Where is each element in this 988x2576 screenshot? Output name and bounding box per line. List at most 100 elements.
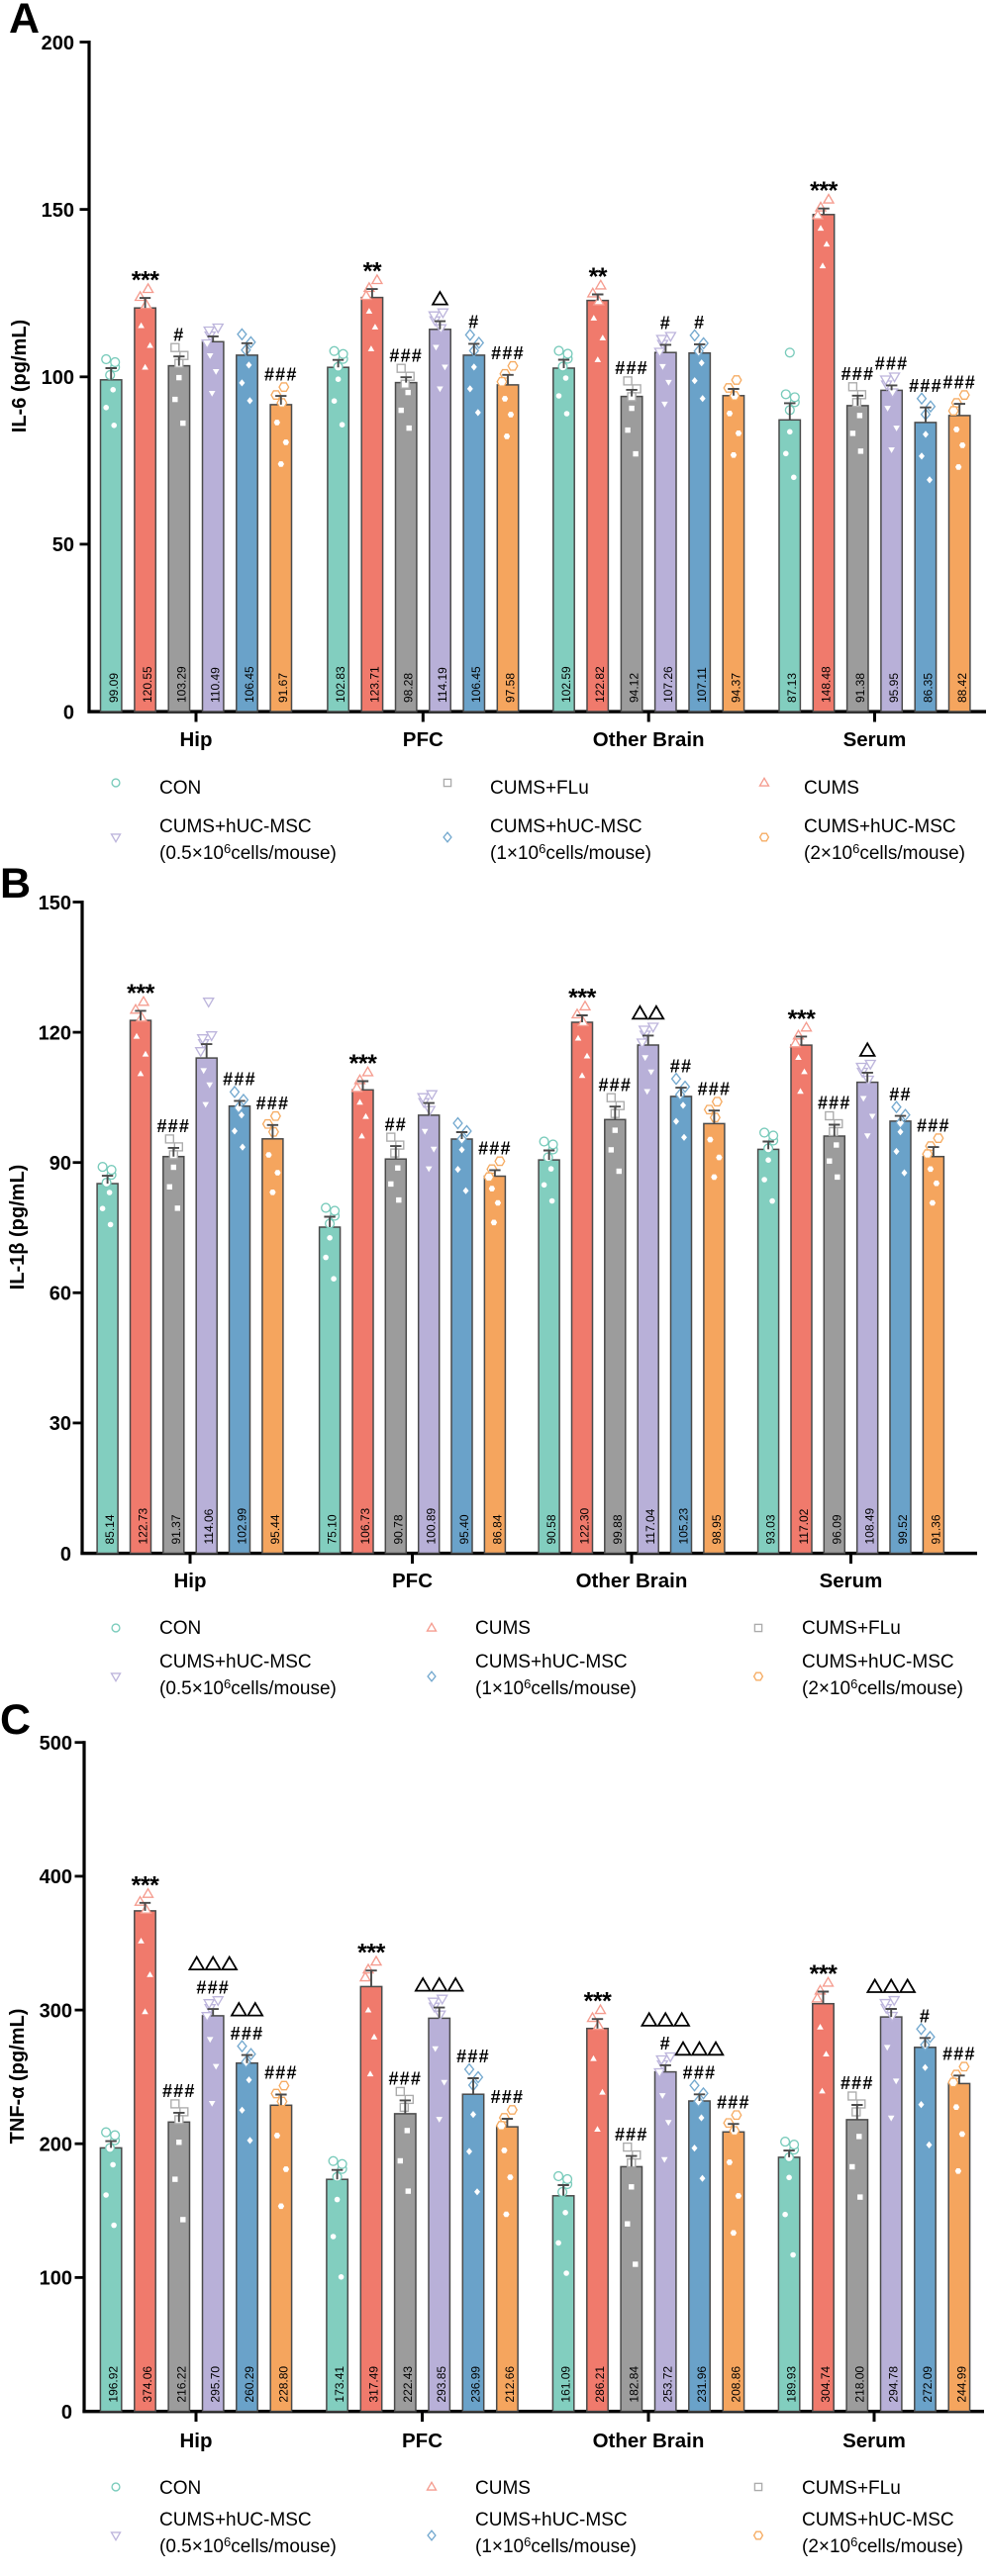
svg-text:86.84: 86.84 xyxy=(490,1514,504,1544)
svg-text:30: 30 xyxy=(49,1413,71,1435)
svg-text:100.89: 100.89 xyxy=(425,1507,439,1544)
svg-text:CON: CON xyxy=(159,778,201,799)
svg-text:###: ### xyxy=(909,376,942,396)
svg-text:***: *** xyxy=(357,1940,385,1967)
svg-text:###: ### xyxy=(264,364,298,384)
svg-text:50: 50 xyxy=(52,534,74,556)
svg-text:CON: CON xyxy=(159,2478,201,2499)
svg-text:CUMS+hUC-MSC: CUMS+hUC-MSC xyxy=(159,816,312,837)
svg-text:105.23: 105.23 xyxy=(677,1507,691,1544)
svg-text:###: ### xyxy=(491,2087,525,2107)
svg-text:##: ## xyxy=(670,1056,692,1076)
svg-text:98.28: 98.28 xyxy=(402,673,416,703)
svg-text:212.66: 212.66 xyxy=(503,2366,517,2403)
svg-text:CUMS+hUC-MSC: CUMS+hUC-MSC xyxy=(159,1652,312,1672)
svg-text:###: ### xyxy=(389,345,423,365)
svg-text:173.41: 173.41 xyxy=(333,2366,346,2403)
svg-text:317.49: 317.49 xyxy=(367,2366,381,2403)
svg-text:CUMS+FLu: CUMS+FLu xyxy=(802,2478,901,2499)
svg-text:94.12: 94.12 xyxy=(628,673,642,703)
svg-text:Hip: Hip xyxy=(179,2430,212,2452)
svg-text:253.72: 253.72 xyxy=(661,2366,675,2403)
svg-text:293.85: 293.85 xyxy=(435,2366,448,2403)
svg-text:***: *** xyxy=(810,1960,838,1988)
svg-text:###: ### xyxy=(491,343,525,363)
svg-text:98.95: 98.95 xyxy=(710,1514,724,1544)
svg-text:***: *** xyxy=(788,1005,816,1033)
svg-text:294.78: 294.78 xyxy=(887,2366,901,2403)
svg-text:122.30: 122.30 xyxy=(578,1507,592,1544)
svg-text:216.22: 216.22 xyxy=(174,2366,188,2403)
svg-text:CUMS: CUMS xyxy=(475,2478,531,2499)
svg-text:0: 0 xyxy=(63,702,74,723)
svg-text:260.29: 260.29 xyxy=(243,2366,256,2403)
svg-text:###: ### xyxy=(162,2081,196,2101)
svg-text:IL-6 (pg/mL): IL-6 (pg/mL) xyxy=(9,320,31,432)
svg-text:272.09: 272.09 xyxy=(921,2366,935,2403)
svg-text:218.00: 218.00 xyxy=(852,2366,866,2403)
svg-text:###: ### xyxy=(231,2024,264,2044)
svg-text:Hip: Hip xyxy=(173,1570,206,1592)
svg-text:###: ### xyxy=(223,1070,256,1090)
svg-text:#: # xyxy=(660,314,671,334)
svg-text:150: 150 xyxy=(39,893,71,914)
svg-text:###: ### xyxy=(478,1139,512,1159)
svg-text:CUMS+hUC-MSC: CUMS+hUC-MSC xyxy=(804,816,956,837)
svg-text:#: # xyxy=(173,325,184,344)
svg-text:90.58: 90.58 xyxy=(544,1514,558,1544)
svg-text:(2×106cells/mouse): (2×106cells/mouse) xyxy=(802,2534,963,2557)
svg-text:91.67: 91.67 xyxy=(276,673,290,703)
svg-text:###: ### xyxy=(196,1977,230,1997)
svg-text:###: ### xyxy=(264,2063,298,2083)
svg-text:107.26: 107.26 xyxy=(661,666,675,703)
svg-text:120: 120 xyxy=(39,1022,71,1044)
svg-text:99.52: 99.52 xyxy=(896,1514,910,1544)
svg-text:C: C xyxy=(0,1696,31,1744)
svg-text:###: ### xyxy=(598,1075,632,1095)
svg-text:93.03: 93.03 xyxy=(764,1514,778,1544)
svg-text:###: ### xyxy=(840,2073,874,2093)
svg-text:(0.5×106cells/mouse): (0.5×106cells/mouse) xyxy=(159,841,337,864)
svg-text:**: ** xyxy=(589,263,608,291)
svg-text:300: 300 xyxy=(40,2000,72,2022)
svg-text:102.59: 102.59 xyxy=(559,666,573,703)
svg-text:200: 200 xyxy=(42,33,74,54)
svg-text:###: ### xyxy=(917,1115,950,1135)
svg-text:95.40: 95.40 xyxy=(457,1514,471,1544)
svg-text:###: ### xyxy=(256,1094,290,1113)
svg-text:##: ## xyxy=(385,1114,407,1134)
svg-text:##: ## xyxy=(889,1085,911,1104)
svg-text:###: ### xyxy=(698,1079,732,1098)
svg-text:CUMS+hUC-MSC: CUMS+hUC-MSC xyxy=(802,1652,954,1672)
svg-text:Serum: Serum xyxy=(843,728,907,751)
svg-text:95.44: 95.44 xyxy=(268,1514,282,1544)
svg-text:91.37: 91.37 xyxy=(169,1514,183,1544)
svg-text:CUMS+hUC-MSC: CUMS+hUC-MSC xyxy=(802,2510,954,2530)
svg-text:***: *** xyxy=(568,985,596,1012)
svg-text:###: ### xyxy=(615,2125,648,2145)
svg-text:###: ### xyxy=(388,2069,422,2089)
svg-text:(0.5×106cells/mouse): (0.5×106cells/mouse) xyxy=(159,2534,337,2557)
svg-text:400: 400 xyxy=(40,1866,72,1888)
svg-text:###: ### xyxy=(456,2047,490,2066)
svg-text:#: # xyxy=(660,2034,671,2053)
svg-text:97.58: 97.58 xyxy=(504,673,518,703)
svg-text:196.92: 196.92 xyxy=(107,2366,121,2403)
svg-text:500: 500 xyxy=(40,1733,72,1755)
svg-text:286.21: 286.21 xyxy=(593,2366,607,2403)
svg-text:Hip: Hip xyxy=(179,728,212,751)
svg-text:IL-1β (pg/mL): IL-1β (pg/mL) xyxy=(7,1165,29,1290)
svg-text:###: ### xyxy=(841,364,875,384)
svg-text:(2×106cells/mouse): (2×106cells/mouse) xyxy=(804,841,965,864)
svg-text:0: 0 xyxy=(60,1544,71,1566)
svg-text:(0.5×106cells/mouse): (0.5×106cells/mouse) xyxy=(159,1676,337,1699)
svg-text:Other Brain: Other Brain xyxy=(593,2430,705,2452)
svg-text:***: *** xyxy=(132,1871,159,1899)
svg-text:117.02: 117.02 xyxy=(797,1508,811,1544)
svg-text:**: ** xyxy=(363,258,382,286)
svg-text:114.19: 114.19 xyxy=(436,667,449,703)
svg-text:CUMS+FLu: CUMS+FLu xyxy=(490,778,589,799)
svg-text:106.45: 106.45 xyxy=(469,666,483,703)
svg-text:0: 0 xyxy=(61,2402,72,2424)
svg-text:100: 100 xyxy=(40,2268,72,2290)
